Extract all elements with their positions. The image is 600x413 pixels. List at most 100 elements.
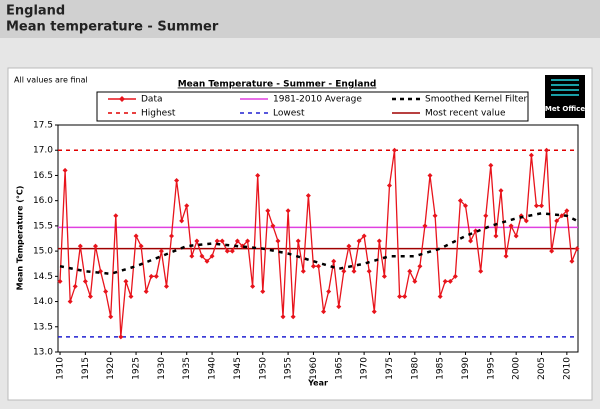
x-tick-label: 1980	[410, 357, 420, 380]
y-tick-label: 15.5	[33, 221, 53, 231]
plot-area	[57, 124, 579, 353]
data-point	[204, 258, 210, 264]
x-tick-label: 1950	[258, 357, 268, 380]
data-point	[381, 273, 387, 279]
data-point	[376, 238, 382, 244]
data-point	[72, 283, 78, 289]
data-point	[77, 243, 83, 249]
data-point	[179, 218, 185, 224]
x-tick-label: 1965	[334, 357, 344, 380]
data-point	[539, 203, 545, 209]
legend-label: 1981-2010 Average	[273, 95, 362, 105]
data-point	[326, 288, 332, 294]
x-tick-label: 1955	[284, 357, 294, 380]
data-point	[442, 278, 448, 284]
data-point	[452, 273, 458, 279]
data-point	[417, 263, 423, 269]
y-tick-label: 13.5	[33, 322, 53, 332]
legend-box	[96, 91, 529, 122]
data-point	[275, 238, 281, 244]
data-point	[564, 208, 570, 214]
data-point	[341, 268, 347, 274]
x-tick-label: 1985	[436, 357, 446, 380]
data-point	[93, 243, 99, 249]
data-point	[163, 283, 169, 289]
data-point	[295, 238, 301, 244]
legend-label: Lowest	[273, 109, 305, 119]
x-tick-label: 1915	[81, 357, 91, 380]
data-point	[169, 233, 175, 239]
data-point	[574, 246, 580, 252]
logo-stripes	[551, 79, 579, 96]
data-point	[366, 268, 372, 274]
data-point	[488, 162, 494, 168]
data-point	[549, 248, 555, 254]
data-point	[62, 167, 68, 173]
x-tick-label: 1935	[182, 357, 192, 380]
data-point	[473, 228, 479, 234]
x-tick-label: 1960	[309, 357, 319, 380]
data-point	[255, 172, 261, 178]
data-point	[229, 248, 235, 254]
data-point	[468, 238, 474, 244]
data-point	[199, 253, 205, 259]
x-tick-label: 1925	[132, 357, 142, 380]
data-point	[508, 223, 514, 229]
legend-label: Data	[141, 95, 163, 105]
y-tick-label: 15.0	[33, 247, 53, 257]
x-tick-label: 1945	[233, 357, 243, 380]
data-point	[412, 278, 418, 284]
data-point	[437, 294, 443, 300]
data-point	[224, 248, 230, 254]
data-point	[209, 253, 215, 259]
data-point	[214, 238, 220, 244]
data-point	[371, 309, 377, 315]
y-tick-label: 14.5	[33, 272, 53, 282]
data-point	[280, 314, 286, 320]
data-point	[108, 314, 114, 320]
y-tick-label: 17.0	[33, 146, 53, 156]
data-point	[478, 268, 484, 274]
data-point	[503, 253, 509, 259]
x-tick-label: 1910	[56, 357, 66, 380]
data-point	[300, 268, 306, 274]
data-point	[250, 283, 256, 289]
data-point	[331, 258, 337, 264]
data-point	[113, 213, 119, 219]
legend-label: Smoothed Kernel Filter	[425, 95, 528, 105]
data-point	[523, 218, 529, 224]
data-point	[321, 309, 327, 315]
legend-marker	[119, 96, 125, 102]
x-tick-label: 2010	[562, 357, 572, 380]
data-point	[305, 193, 311, 199]
data-point	[245, 238, 251, 244]
data-point	[392, 147, 398, 153]
data-point	[103, 288, 109, 294]
data-point	[422, 223, 428, 229]
data-point	[57, 278, 63, 284]
data-point	[153, 273, 159, 279]
data-point	[356, 238, 362, 244]
logo-box	[545, 75, 585, 118]
header-bar	[0, 0, 600, 38]
y-tick-label: 13.0	[33, 348, 53, 358]
data-point	[67, 299, 73, 305]
data-point	[498, 188, 504, 194]
data-point	[554, 218, 560, 224]
y-tick-label: 16.5	[33, 171, 53, 181]
data-point	[447, 278, 453, 284]
data-point	[316, 263, 322, 269]
data-point	[285, 208, 291, 214]
data-point	[407, 268, 413, 274]
logo-text: Met Office	[545, 105, 585, 113]
x-tick-label: 1920	[106, 357, 116, 380]
data-point	[432, 213, 438, 219]
data-point	[128, 294, 134, 300]
data-point	[270, 223, 276, 229]
data-point	[123, 278, 129, 284]
y-tick-label: 14.0	[33, 297, 53, 307]
data-point	[138, 243, 144, 249]
data-point	[174, 177, 180, 183]
data-point	[397, 294, 403, 300]
